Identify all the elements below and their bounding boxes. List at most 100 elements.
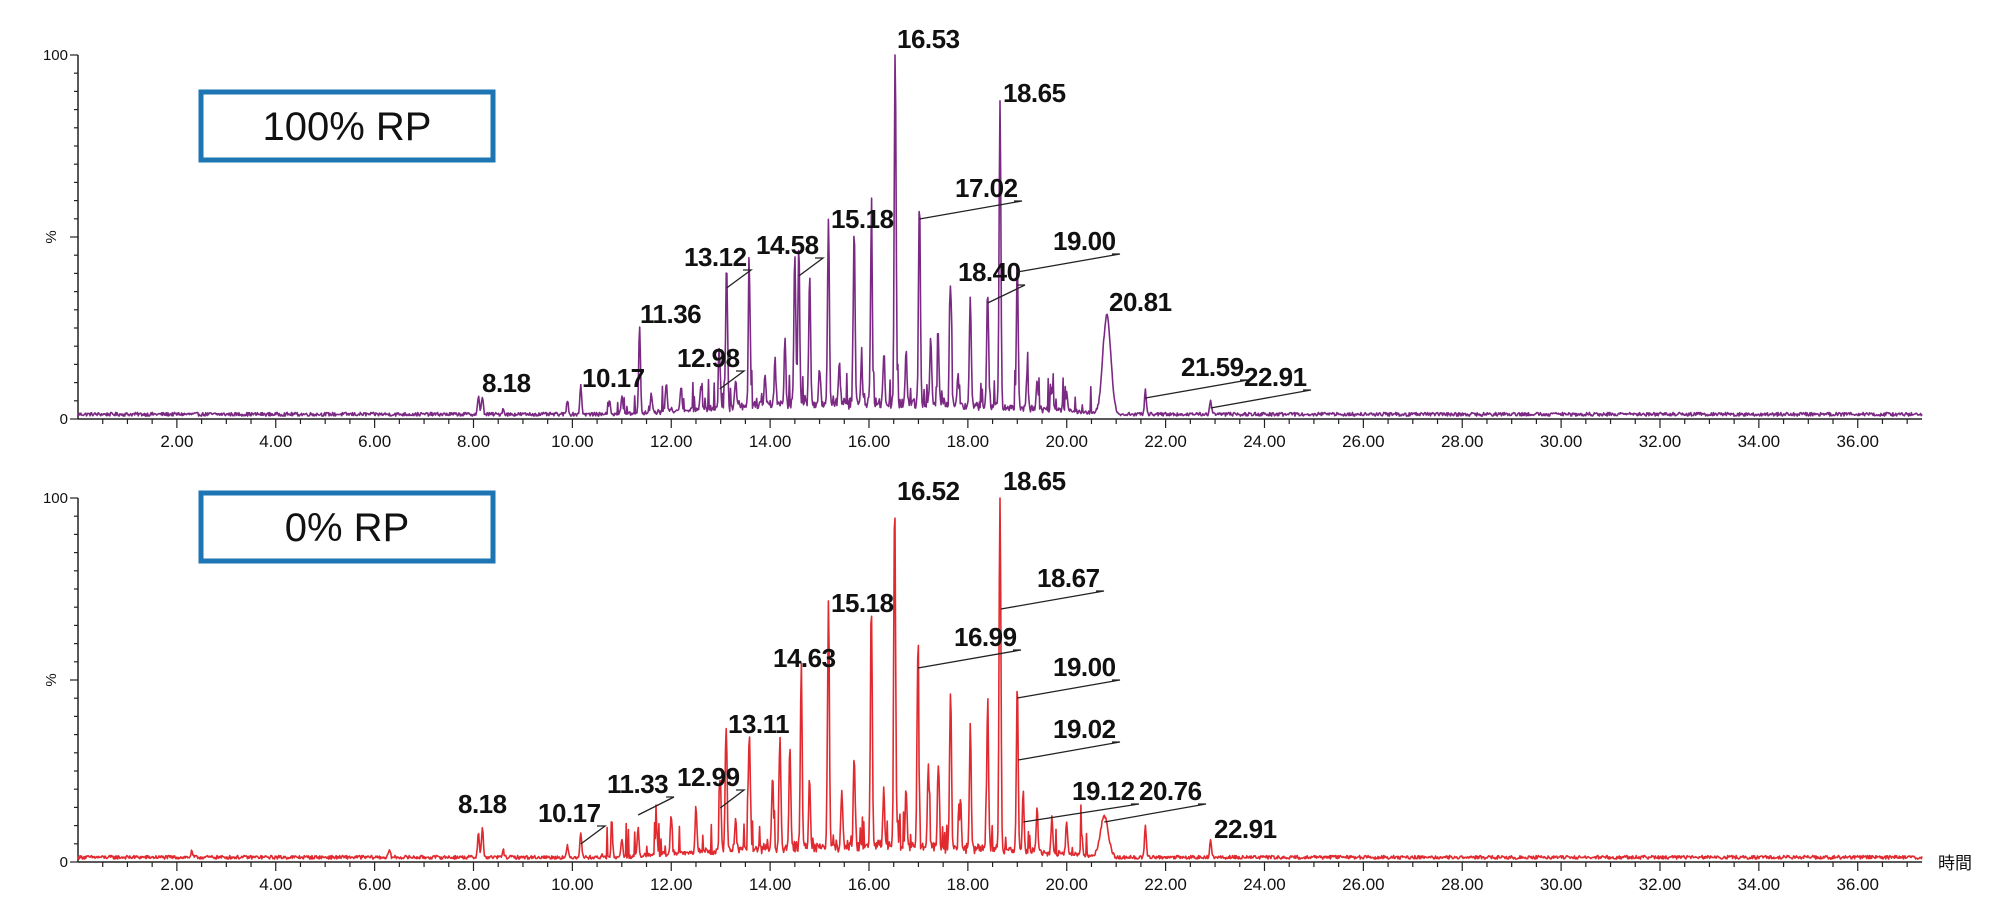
- peak-annotation: 12.99: [677, 762, 746, 809]
- peak-annotation: 8.18: [458, 789, 507, 819]
- peak-annotation: 19.12: [1023, 776, 1140, 823]
- peak-annotation: 11.36: [640, 299, 702, 329]
- leader-line: [987, 284, 1026, 304]
- x-tick-label: 12.00: [650, 875, 693, 894]
- x-tick-label: 22.00: [1144, 875, 1187, 894]
- leader-line: [1104, 803, 1207, 823]
- peak-label: 14.63: [773, 643, 836, 673]
- peak-annotation: 18.65: [1003, 78, 1066, 108]
- peak-label: 22.91: [1214, 814, 1277, 844]
- peak-annotation: 13.12: [684, 242, 753, 289]
- peak-annotation: 13.11: [728, 709, 790, 739]
- peak-label: 18.65: [1003, 78, 1066, 108]
- peak-label: 20.81: [1109, 287, 1172, 317]
- peak-label: 11.33: [607, 769, 668, 799]
- peak-label: 13.12: [684, 242, 747, 272]
- peak-annotation: 16.99: [917, 622, 1022, 669]
- x-tick-label: 22.00: [1144, 432, 1187, 451]
- peak-annotation: 10.17: [582, 363, 645, 393]
- y-tick-label: %: [43, 230, 60, 243]
- peak-label: 16.52: [897, 476, 960, 506]
- x-tick-label: 6.00: [358, 875, 391, 894]
- x-tick-label: 34.00: [1738, 432, 1781, 451]
- peak-label: 21.59: [1181, 352, 1244, 382]
- peak-label: 15.18: [831, 204, 894, 234]
- x-tick-label: 18.00: [947, 875, 990, 894]
- peak-label: 22.91: [1244, 362, 1307, 392]
- peak-label: 8.18: [482, 368, 531, 398]
- peak-label: 16.99: [954, 622, 1017, 652]
- leader-line: [580, 825, 607, 845]
- x-tick-label: 32.00: [1639, 432, 1682, 451]
- leader-line: [719, 789, 746, 809]
- peak-label: 10.17: [538, 798, 601, 828]
- x-tick-label: 32.00: [1639, 875, 1682, 894]
- chart-panel-100-rp: 100% 0 2.00 4.00 6.00 8.00 10.00 12.00 14.00 16.0…: [43, 24, 1923, 451]
- chart-title: 100% RP: [263, 105, 432, 149]
- x-tick-label: 36.00: [1836, 432, 1879, 451]
- x-tick-label: 36.00: [1836, 875, 1879, 894]
- peak-label: 16.53: [897, 24, 960, 54]
- leader-line: [919, 200, 1023, 220]
- chromatogram-trace: [77, 497, 1923, 860]
- leader-line: [719, 370, 746, 390]
- peak-annotation: 20.81: [1109, 287, 1172, 317]
- x-tick-label: 26.00: [1342, 875, 1385, 894]
- peak-label: 18.65: [1003, 466, 1066, 496]
- x-tick-label: 10.00: [551, 432, 594, 451]
- peak-label: 18.40: [958, 257, 1021, 287]
- peak-annotation: 22.91: [1214, 814, 1277, 844]
- title-box: [198, 490, 496, 564]
- peak-annotation: 18.67: [1000, 563, 1105, 610]
- leader-line: [798, 257, 825, 277]
- peak-annotation: 18.65: [1003, 466, 1066, 496]
- peak-annotation: 17.02: [919, 173, 1023, 220]
- leader-line: [1017, 253, 1121, 273]
- x-tick-label: 2.00: [160, 875, 193, 894]
- peak-label: 13.11: [728, 709, 789, 739]
- x-tick-label: 8.00: [457, 432, 490, 451]
- chart-title: 0% RP: [285, 506, 410, 550]
- peak-annotation: 19.00: [1017, 652, 1121, 699]
- y-tick-label: %: [43, 673, 60, 686]
- chromatogram-trace: [77, 54, 1923, 417]
- peak-annotation: 12.98: [677, 343, 746, 390]
- leader-line: [637, 796, 675, 816]
- x-tick-label: 4.00: [259, 432, 292, 451]
- peak-label: 19.00: [1053, 226, 1116, 256]
- leader-line: [1018, 741, 1121, 761]
- x-tick-label: 6.00: [358, 432, 391, 451]
- leader-line: [726, 269, 753, 289]
- x-tick-label: 14.00: [749, 432, 792, 451]
- peak-annotation: 11.33: [607, 769, 675, 816]
- peak-label: 18.67: [1037, 563, 1100, 593]
- peak-label: 19.12: [1072, 776, 1135, 806]
- peak-annotation: 20.76: [1104, 776, 1207, 823]
- leader-line: [1145, 379, 1249, 399]
- peak-annotation: 16.53: [897, 24, 960, 54]
- x-tick-label: 34.00: [1738, 875, 1781, 894]
- x-tick-label: 16.00: [848, 432, 891, 451]
- peak-annotation: 15.18: [831, 588, 894, 618]
- x-tick-label: 2.00: [160, 432, 193, 451]
- peak-label: 8.18: [458, 789, 507, 819]
- peak-annotation: 21.59: [1145, 352, 1249, 399]
- peak-label: 14.58: [756, 230, 819, 260]
- x-tick-label: 26.00: [1342, 432, 1385, 451]
- x-tick-label: 18.00: [947, 432, 990, 451]
- peak-annotation: 19.00: [1017, 226, 1121, 273]
- peak-label: 17.02: [955, 173, 1018, 203]
- leader-line: [917, 649, 1022, 669]
- x-tick-label: 14.00: [749, 875, 792, 894]
- x-tick-label: 28.00: [1441, 432, 1484, 451]
- x-tick-label: 16.00: [848, 875, 891, 894]
- x-axis-title: 時間: [1938, 854, 1972, 873]
- y-tick-label: 100: [43, 47, 68, 64]
- peak-annotation: 19.02: [1018, 714, 1121, 761]
- peak-label: 15.18: [831, 588, 894, 618]
- peak-label: 20.76: [1139, 776, 1202, 806]
- peak-annotation: 22.91: [1210, 362, 1312, 409]
- x-tick-label: 30.00: [1540, 432, 1583, 451]
- x-tick-label: 20.00: [1045, 875, 1088, 894]
